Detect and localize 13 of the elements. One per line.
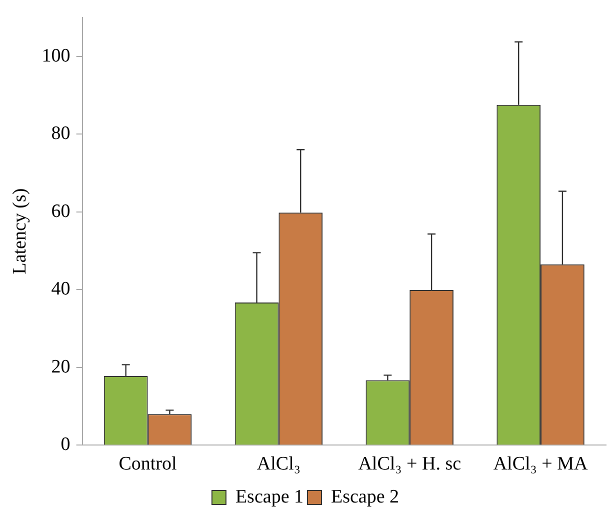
- y-tick-label: 0: [60, 434, 70, 456]
- x-tick-label: Control: [118, 454, 177, 475]
- y-tick-label: 60: [51, 200, 70, 222]
- x-tick-label: AlCl₃ + MA: [493, 454, 588, 475]
- y-tick-label: 80: [51, 123, 70, 144]
- legend-label: Escape 1: [235, 486, 304, 508]
- y-axis-title: Latency (s): [9, 188, 30, 274]
- legend-label: Escape 2: [331, 486, 400, 508]
- y-tick-label: 20: [51, 356, 70, 378]
- y-tick-label: 100: [42, 45, 70, 66]
- x-tick-label: AlCl₃ + H. sc: [358, 454, 462, 475]
- y-tick-label: 40: [51, 278, 70, 300]
- x-tick-label: AlCl₃: [256, 454, 300, 475]
